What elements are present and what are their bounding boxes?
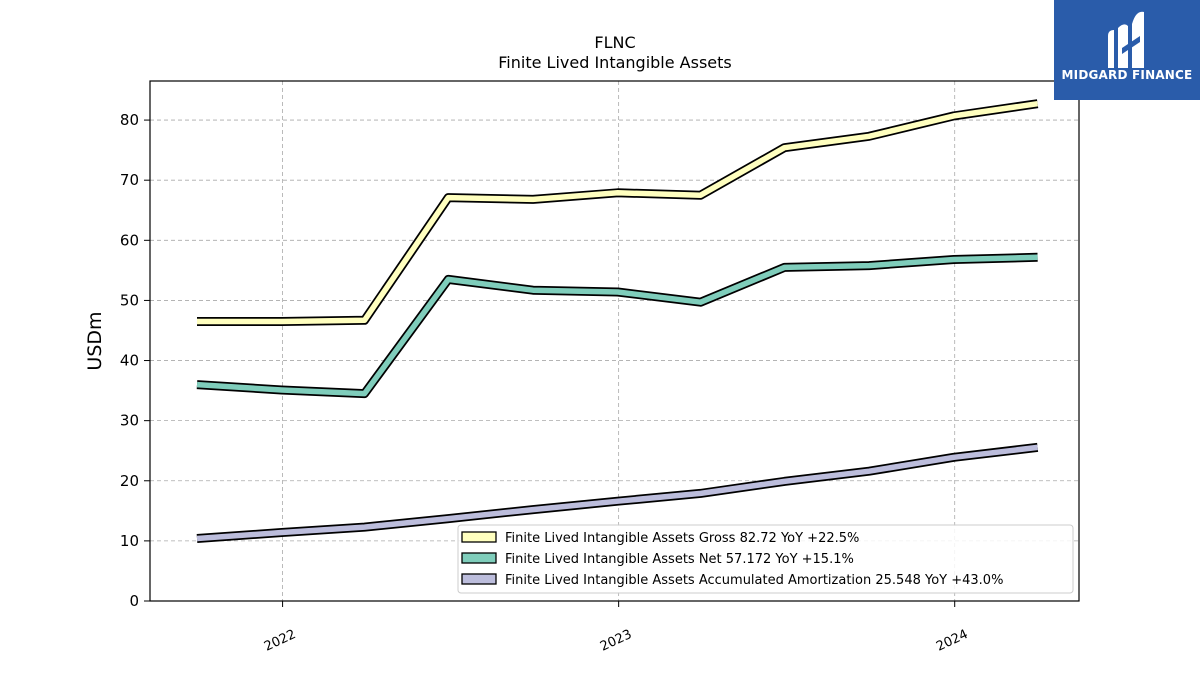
y-tick-label: 40: [120, 352, 139, 370]
series-1: [197, 99, 1039, 326]
y-tick-label: 70: [120, 171, 139, 189]
logo-text: MIDGARD FINANCE: [1061, 68, 1193, 82]
x-tick-label: 2024: [934, 627, 970, 655]
x-axis: 2022 2023 2024: [262, 601, 970, 655]
legend-swatch: [461, 573, 497, 585]
logo-mark-icon: [1108, 11, 1144, 68]
series-line-outline: [196, 252, 1038, 399]
x-tick-label: 2023: [598, 627, 634, 655]
chart-subtitle: Finite Lived Intangible Assets: [498, 53, 731, 72]
legend-box: [457, 524, 1074, 594]
legend-swatch: [461, 531, 497, 543]
x-tick-label: 2022: [262, 627, 298, 655]
legend-label: Finite Lived Intangible Assets Accumulat…: [505, 573, 1003, 588]
series-2: [196, 252, 1038, 399]
legend-label: Finite Lived Intangible Assets Net 57.17…: [505, 552, 854, 567]
y-tick-label: 60: [120, 231, 139, 249]
legend-label: Finite Lived Intangible Assets Gross 82.…: [505, 531, 859, 546]
y-axis: 0 10 20 30 40 50 60 70 80: [120, 111, 150, 610]
y-tick-label: 20: [120, 472, 139, 490]
series-line: [196, 444, 1038, 542]
y-axis-label: USDm: [84, 311, 106, 370]
series-line: [196, 254, 1038, 397]
grid: [150, 81, 1079, 602]
midgard-finance-logo: MIDGARD FINANCE: [1054, 0, 1200, 100]
y-tick-label: 30: [120, 412, 139, 430]
chart-title: FLNC: [594, 33, 635, 52]
series-line: [197, 100, 1038, 325]
y-tick-label: 0: [129, 592, 139, 610]
legend-swatch: [461, 552, 497, 564]
series-3: [196, 442, 1039, 543]
y-tick-label: 80: [120, 111, 139, 129]
legend: Finite Lived Intangible Assets Gross 82.…: [457, 524, 1074, 594]
y-tick-label: 10: [120, 532, 139, 550]
series-lines: [196, 99, 1039, 543]
plot-area-frame: [149, 80, 1080, 602]
y-tick-label: 50: [120, 291, 139, 309]
